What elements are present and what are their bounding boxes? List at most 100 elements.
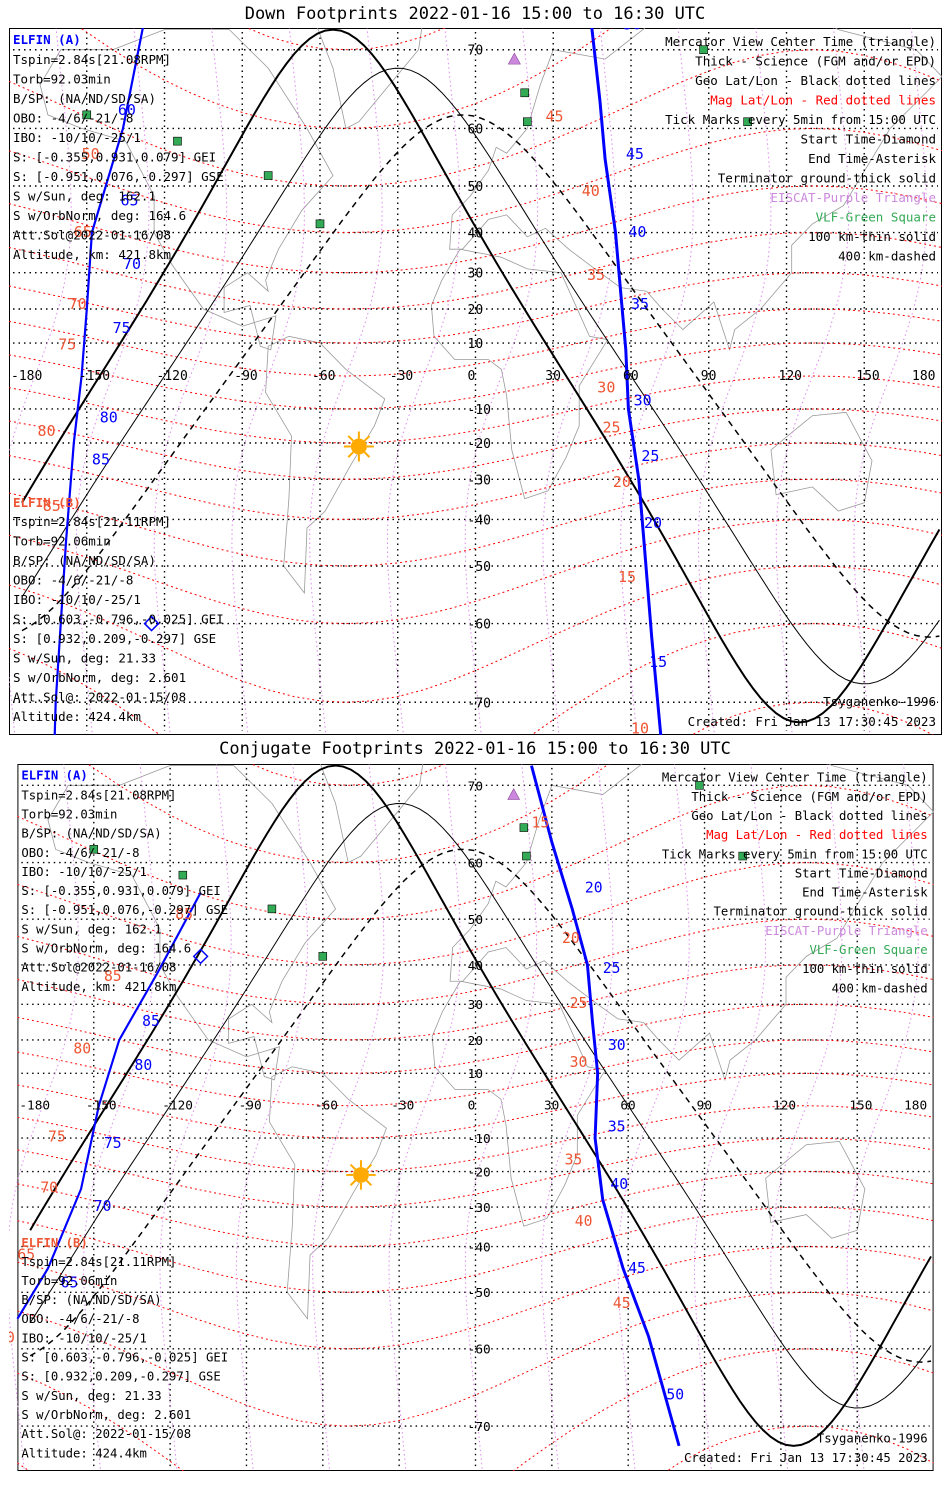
elfin-b-info: S: [0.932,0.209,-0.297] GSE (21, 1370, 220, 1384)
mag-longitude-line (75, 28, 150, 735)
elfin-b-info: Tspin=2.84s[21.11RPM] (21, 1255, 176, 1269)
vlf-station-square (89, 845, 98, 854)
legend-line: Mercator View Center Time (triangle) (665, 34, 936, 49)
lon-tick-label: 90 (701, 369, 717, 384)
lat-tick-label: 30 (468, 998, 483, 1013)
mag-latitude-line (17, 1246, 934, 1350)
sun-disk (353, 1167, 369, 1183)
elfin-a-info: S: [-0.355,0.931,0.079] GEI (21, 884, 220, 898)
mag-longitude-line (388, 764, 461, 1471)
sun-ray (363, 435, 371, 442)
vlf-station-square (743, 117, 752, 127)
elfin-a-info: S w/OrbNorm, deg: 164.6 (21, 942, 191, 956)
mag-latitude-line (17, 1206, 934, 1293)
mag-latitude-line (9, 49, 942, 187)
lat-tick-label: 40 (468, 959, 483, 974)
eiscat-triangle (507, 788, 521, 800)
vlf-station-square (173, 136, 182, 146)
mag-longitude-line (775, 28, 850, 735)
legend-line: End Time-Asterisk (802, 886, 928, 900)
sun-icon (346, 1160, 376, 1190)
mag-longitude-line (312, 764, 385, 1471)
lat-tick-label: -70 (468, 696, 491, 711)
legend-line: Mag Lat/Lon - Red dotted lines (710, 93, 936, 108)
lat-tick-label: -10 (468, 1132, 491, 1147)
sun-ray (365, 1163, 373, 1171)
elfin-a-info: Tspin=2.84s[21.08RPM] (21, 788, 176, 802)
sun-disk (350, 438, 367, 455)
mag-longitude-line (231, 28, 305, 735)
vlf-station-square (82, 110, 92, 120)
start-diamond-icon (143, 615, 160, 632)
tick-time-label: 30 (570, 1054, 588, 1071)
mag-longitude-line (617, 764, 690, 1471)
legend-line: EISCAT-Purple Triangle (765, 924, 927, 938)
legend-line: Mercator View Center Time (triangle) (662, 771, 928, 785)
tick-time-label: 50 (82, 145, 100, 163)
lon-tick-label: 60 (620, 1099, 635, 1114)
map-frame (9, 28, 942, 735)
elfin-b-info: Altitude: 424.4km (13, 709, 141, 724)
elfin-a-info: B/SP: (NA/ND/SD/SA) (21, 827, 161, 841)
coast-shape-5 (319, 764, 424, 864)
tick-time-label: 35 (631, 295, 649, 313)
coast-shape-5 (317, 28, 423, 129)
legend-line: Start Time-Diamond (795, 866, 928, 880)
elfin-b-info: B/SP: (NA/ND/SD/SA) (13, 553, 156, 568)
tick-time-label: 35 (587, 266, 605, 284)
elfin-b-info: IBO: -10/10/-25/1 (21, 1331, 147, 1345)
tick-time-label: 50 (666, 1387, 684, 1404)
elfin-b-info: Torb=92.06min (13, 534, 111, 549)
terminator-100km (21, 67, 940, 685)
legend-line: Geo Lat/Lon - Black dotted lines (695, 73, 936, 88)
elfin-b-info: S w/Sun, deg: 21.33 (21, 1389, 161, 1403)
sun-ray (349, 1163, 357, 1171)
tick-time-label: 20 (644, 514, 662, 532)
lon-tick-label: -90 (234, 369, 257, 384)
lon-tick-label: 120 (779, 369, 802, 384)
geo-grid (13, 32, 938, 731)
mag-longitude-line (770, 764, 843, 1471)
coast-shape-4 (765, 1140, 866, 1239)
lon-tick-label: 90 (697, 1099, 712, 1114)
lat-tick-label: 50 (468, 180, 484, 195)
elfin-a-info: S: [-0.951,0.076,-0.297] GSE (13, 169, 224, 184)
lat-tick-label: -30 (468, 1201, 491, 1216)
lat-tick-label: 10 (468, 337, 484, 352)
mag-longitude-line (620, 28, 694, 735)
coast-shape-2 (431, 980, 606, 1227)
tick-time-label: 85 (175, 906, 193, 923)
elfin-a-info: IBO: -10/10/-25/1 (13, 130, 141, 145)
lat-tick-label: 20 (468, 1034, 483, 1049)
elfin-a-track (530, 765, 681, 1447)
lat-tick-label: 20 (468, 303, 484, 318)
lat-tick-label: -70 (468, 1420, 491, 1435)
lon-tick-label: -120 (157, 369, 188, 384)
legend-line: Terminator ground-thick solid (718, 171, 936, 186)
tick-time-label: 45 (626, 145, 644, 163)
elfin-a-info: B/SP: (NA/ND/SD/SA) (13, 91, 156, 106)
tick-time-label: 40 (610, 1176, 628, 1193)
tick-time-label: 10 (631, 719, 649, 735)
tick-time-label: 30 (634, 392, 652, 410)
legend-line: End Time-Asterisk (808, 151, 936, 166)
elfin-a-info: OBO: -4/6/-21/-8 (21, 846, 139, 860)
legend-line: Mag Lat/Lon - Red dotted lines (706, 828, 928, 842)
legend-line: VLF-Green Square (810, 943, 928, 957)
coast-shape-1 (268, 1066, 387, 1320)
legend-line: 400 km-dashed (838, 249, 936, 264)
lon-tick-label: -180 (19, 1099, 50, 1114)
lat-tick-label: 30 (468, 267, 484, 282)
geo-grid (21, 767, 930, 1468)
lon-tick-label: -30 (391, 1099, 414, 1114)
elfin-a-info: S w/Sun, deg: 162.1 (13, 189, 156, 204)
sun-ray (349, 1179, 357, 1187)
legend-line: Thick - Science (FGM and/or EPD) (695, 54, 936, 69)
tick-time-label: 20 (613, 473, 631, 491)
mag-grid (17, 764, 934, 1471)
tick-time-label: 25 (603, 960, 621, 977)
elfin-a-info: Att.Sol@2022-01-16/08 (13, 228, 171, 243)
tick-time-label: 85 (43, 497, 61, 515)
coast-shape-0 (47, 765, 337, 1081)
elfin-a-info: S w/Sun, deg: 162.1 (21, 922, 161, 936)
